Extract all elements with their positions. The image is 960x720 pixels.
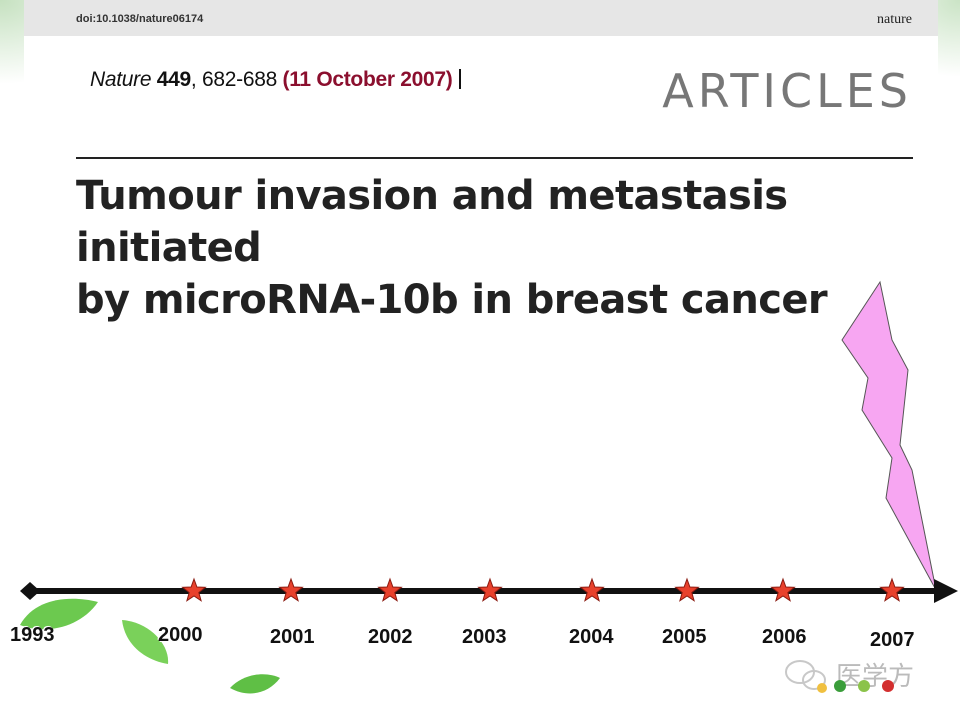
timeline-arrow-icon xyxy=(934,579,958,603)
citation: Nature 449, 682-688 (11 October 2007) xyxy=(90,68,461,92)
citation-date: (11 October 2007) xyxy=(282,68,453,91)
journal-header-bar xyxy=(24,0,938,36)
timeline-star-icon xyxy=(181,577,207,602)
leaf-icon xyxy=(230,674,280,694)
wechat-icon xyxy=(785,660,827,693)
watermark-text: 医学方 xyxy=(836,661,915,692)
colored-dots-icon xyxy=(834,680,894,692)
timeline-star-icon xyxy=(879,577,905,602)
timeline-star-icon xyxy=(477,577,503,602)
timeline-year-label: 2000 xyxy=(158,624,203,646)
journal-logo: nature xyxy=(877,12,912,27)
timeline-year-label: 2004 xyxy=(569,626,614,648)
section-label: ARTICLES xyxy=(662,64,912,118)
text-cursor xyxy=(458,69,461,89)
citation-volume: 449 xyxy=(156,68,191,91)
leaf-icon xyxy=(20,598,98,630)
watermark: 医学方 xyxy=(782,654,914,694)
citation-pages: , 682-688 xyxy=(190,68,283,91)
leaf-icon xyxy=(122,620,169,664)
timeline-star-icon xyxy=(579,577,605,602)
timeline-star-icon xyxy=(377,577,403,602)
title-line-2: by microRNA-10b in breast cancer xyxy=(76,277,828,323)
timeline-year-label: 2003 xyxy=(462,626,507,648)
timeline-year-label: 1993 xyxy=(10,624,55,646)
lightning-bolt-icon xyxy=(841,280,937,591)
timeline-year-label: 2002 xyxy=(368,626,413,648)
doi-text: doi:10.1038/nature06174 xyxy=(76,13,204,25)
timeline-star-icon xyxy=(770,577,796,602)
citation-journal: Nature xyxy=(90,68,152,91)
article-title: Tumour invasion and metastasis initiated… xyxy=(76,170,916,326)
article-panel xyxy=(24,0,938,720)
title-rule xyxy=(76,157,913,159)
timeline-year-label: 2006 xyxy=(762,626,807,648)
timeline-star-icon xyxy=(278,577,304,602)
timeline-year-label: 2005 xyxy=(662,626,707,648)
timeline-start-diamond-icon xyxy=(20,582,40,600)
title-line-1: Tumour invasion and metastasis initiated xyxy=(76,173,788,271)
timeline-star-icon xyxy=(674,577,700,602)
timeline-year-label: 2001 xyxy=(270,626,315,648)
timeline-year-label: 2007 xyxy=(870,629,915,651)
